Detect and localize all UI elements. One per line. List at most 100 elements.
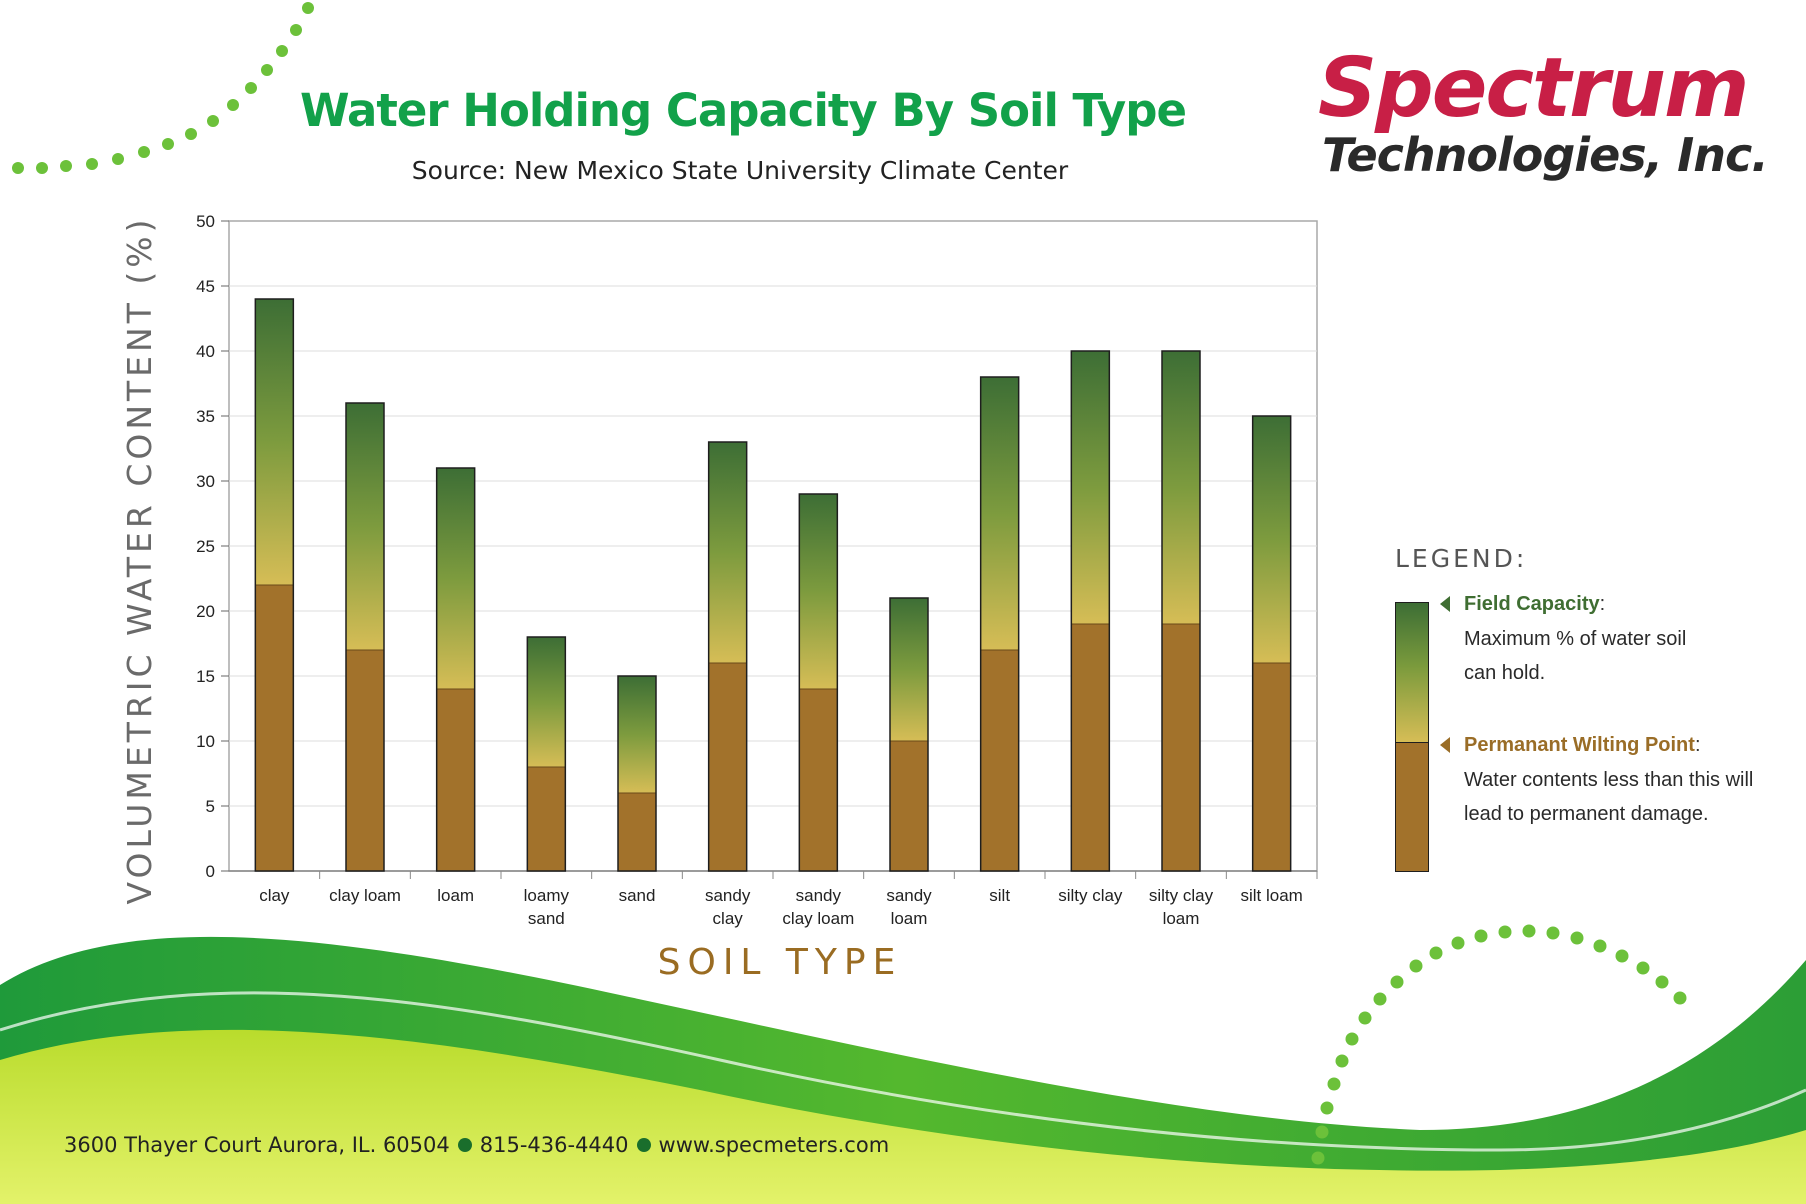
decor-dot [290, 24, 302, 36]
bar-outline [889, 597, 929, 872]
legend-label-wilting-point: Permanant Wilting Point: [1464, 734, 1701, 757]
y-tick-label: 5 [206, 797, 215, 816]
y-tick-label: 15 [196, 667, 215, 686]
footer-website[interactable]: www.specmeters.com [658, 1133, 890, 1157]
bar-wilting-point [1162, 624, 1200, 871]
white-swoosh-line [0, 991, 1806, 1152]
bar-outline [1251, 415, 1292, 872]
footer-phone: 815-436-4440 [479, 1133, 629, 1157]
x-tick-label: loamy sand [524, 886, 570, 928]
decor-dot [261, 64, 273, 76]
bar-field-capacity [346, 403, 384, 650]
bar-field-capacity [890, 598, 928, 741]
bar-field-capacity [527, 637, 566, 767]
decor-dot [1390, 975, 1404, 989]
bar-wilting-point [980, 650, 1019, 871]
bar-wilting-point [1071, 624, 1110, 871]
y-tick-label: 40 [196, 342, 215, 361]
bar-wilting-point [1252, 663, 1291, 871]
legend-desc-field-capacity: Maximum % of water soil can hold. [1464, 628, 1687, 684]
bar-wilting-point [890, 741, 928, 871]
decor-dot [1311, 1151, 1325, 1165]
decor-dot [1451, 936, 1465, 950]
decor-dot [1409, 959, 1423, 973]
registered-mark: ® [1700, 70, 1710, 85]
bullet-icon [457, 1138, 472, 1152]
legend-colon: : [1694, 734, 1701, 756]
company-logo-subtitle: Technologies, Inc. [1322, 128, 1769, 182]
bar-outline [526, 636, 567, 872]
bar-outline [617, 675, 657, 872]
y-tick-label: 35 [196, 407, 215, 426]
x-tick-label: clay loam [329, 886, 401, 905]
decor-dot [60, 160, 72, 172]
y-axis-label: VOLUMETRIC WATER CONTENT (%) [120, 215, 159, 905]
y-tick-label: 45 [196, 277, 215, 296]
bar-field-capacity [436, 468, 475, 689]
bar-wilting-point [708, 663, 747, 871]
y-tick-label: 30 [196, 472, 215, 491]
bar-outline [707, 441, 748, 872]
bar-wilting-point [255, 585, 294, 871]
x-tick-label: clay [259, 886, 290, 905]
decor-dot [245, 82, 257, 94]
bar-field-capacity [708, 442, 747, 663]
x-axis-label: SOIL TYPE [657, 942, 903, 983]
x-tick-label: silt loam [1240, 886, 1302, 905]
decor-dot [1345, 1032, 1359, 1046]
legend-pointer-icon [1440, 596, 1450, 612]
decor-dot [1522, 924, 1536, 938]
legend-title: LEGEND: [1395, 544, 1528, 573]
decorative-dots [12, 2, 1687, 1165]
footer-address: 3600 Thayer Court Aurora, IL. 60504 [64, 1133, 450, 1157]
decor-dot [138, 146, 150, 158]
bar-outline [979, 376, 1020, 872]
decor-dot [86, 158, 98, 170]
legend-label-field-capacity: Field Capacity: [1464, 593, 1605, 616]
bar-wilting-point [436, 689, 475, 871]
bar-outline [1161, 350, 1201, 872]
bullet-icon [636, 1138, 651, 1152]
decor-dot [1673, 991, 1687, 1005]
chart-title: Water Holding Capacity By Soil Type [300, 84, 1187, 137]
decor-dot [1655, 975, 1669, 989]
bar-wilting-point [618, 793, 656, 871]
x-tick-label: sand [619, 886, 656, 905]
y-tick-label: 25 [196, 537, 215, 556]
decor-dot [1593, 939, 1607, 953]
bar-outline [1070, 350, 1111, 872]
legend-label-text: Field Capacity [1464, 593, 1600, 615]
decor-dot [1327, 1077, 1341, 1091]
y-tick-label: 0 [206, 862, 215, 881]
footer-contact: 3600 Thayer Court Aurora, IL. 60504 815-4… [64, 1133, 889, 1157]
x-tick-label: sandy loam [886, 886, 932, 928]
green-swoosh-light [0, 1029, 1806, 1204]
y-tick-label: 20 [196, 602, 215, 621]
x-tick-label: silt [989, 886, 1010, 905]
decor-dot [1615, 949, 1629, 963]
decor-dot [112, 153, 124, 165]
y-tick-label: 50 [196, 212, 215, 231]
legend-swatch-wilting-point [1395, 742, 1429, 872]
decor-dot [1335, 1054, 1349, 1068]
decor-dot [1373, 992, 1387, 1006]
company-logo: Spectrum [1318, 41, 1749, 136]
decor-dot [185, 128, 197, 140]
bar-field-capacity [1162, 351, 1200, 624]
y-tick-label: 10 [196, 732, 215, 751]
legend-swatch-field-capacity [1395, 602, 1429, 742]
bar-outline [254, 298, 295, 872]
bar-wilting-point [527, 767, 566, 871]
x-tick-label: silty clay loam [1149, 886, 1214, 928]
decor-dot [162, 138, 174, 150]
decor-dot [207, 115, 219, 127]
legend-desc-wilting-point: Water contents less than this will lead … [1464, 769, 1754, 825]
bar-outline [798, 493, 839, 872]
x-tick-label: loam [437, 886, 474, 905]
bar-field-capacity [618, 676, 656, 793]
chart-subtitle: Source: New Mexico State University Clim… [411, 156, 1069, 185]
legend-label-text: Permanant Wilting Point [1464, 734, 1695, 756]
decor-dot [1358, 1011, 1372, 1025]
